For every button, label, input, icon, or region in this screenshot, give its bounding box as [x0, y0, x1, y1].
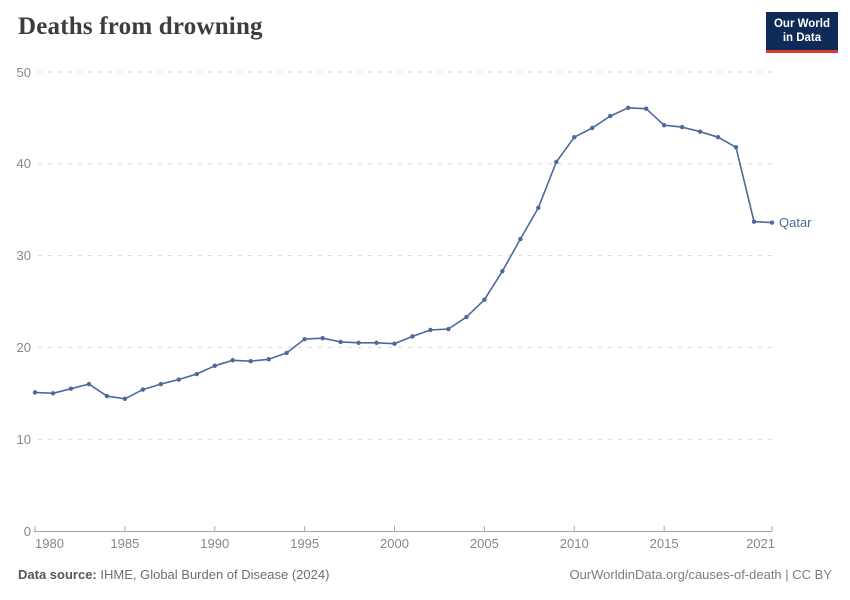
series-entity-label[interactable]: Qatar — [779, 214, 812, 230]
y-axis-tick-label-30: 30 — [16, 248, 31, 264]
owid-logo-line1: Our World — [773, 18, 830, 30]
data-point-1993[interactable] — [266, 357, 271, 362]
chart-title: Deaths from drowning — [18, 13, 263, 40]
data-point-1980[interactable] — [32, 390, 38, 395]
data-point-2002[interactable] — [428, 327, 433, 333]
owid-logo[interactable]: Our World in Data — [765, 12, 838, 53]
data-source-note: Data source: IHME, Global Burden of Dise… — [18, 567, 329, 582]
data-point-2014[interactable] — [643, 106, 649, 111]
y-axis-tick-label-50: 50 — [16, 64, 31, 80]
data-point-1987[interactable] — [158, 381, 164, 387]
y-axis-tick-label-40: 40 — [16, 156, 31, 172]
data-point-1990[interactable] — [212, 363, 217, 368]
credit-link[interactable]: OurWorldinData.org/causes-of-death | CC … — [569, 567, 832, 582]
data-point-1995[interactable] — [302, 336, 307, 342]
data-point-2020[interactable] — [751, 219, 757, 224]
chart-footer: Data source: IHME, Global Burden of Dise… — [18, 567, 832, 582]
data-point-1983[interactable] — [86, 381, 92, 387]
y-axis-tick-label-20: 20 — [16, 339, 31, 355]
data-point-2007[interactable] — [518, 236, 523, 242]
data-point-2016[interactable] — [679, 124, 685, 130]
data-point-1981[interactable] — [50, 391, 56, 396]
data-point-1998[interactable] — [356, 340, 361, 346]
data-source-value: IHME, Global Burden of Disease (2024) — [96, 567, 330, 582]
data-point-2018[interactable] — [715, 134, 721, 140]
data-point-1997[interactable] — [338, 339, 343, 345]
data-point-1999[interactable] — [374, 340, 379, 346]
owid-logo-line2: in Data — [782, 32, 822, 45]
x-axis-tick-label-1995: 1995 — [290, 536, 320, 551]
data-point-2012[interactable] — [608, 113, 613, 119]
data-point-2010[interactable] — [572, 134, 577, 140]
data-point-2004[interactable] — [464, 314, 469, 320]
x-axis-tick-label-2005: 2005 — [469, 536, 499, 551]
data-source-label: Data source: — [18, 567, 97, 582]
data-point-2001[interactable] — [410, 334, 415, 339]
data-point-1982[interactable] — [68, 386, 74, 391]
x-axis-tick-label-2000: 2000 — [380, 536, 409, 551]
data-point-2009[interactable] — [554, 159, 559, 165]
data-point-2011[interactable] — [590, 125, 595, 131]
x-axis-tick-label-2015: 2015 — [649, 536, 679, 551]
data-point-2000[interactable] — [392, 341, 397, 346]
data-point-1994[interactable] — [284, 350, 289, 356]
data-point-2005[interactable] — [482, 297, 487, 302]
data-point-2015[interactable] — [661, 123, 667, 128]
data-point-2008[interactable] — [536, 205, 541, 211]
data-point-1986[interactable] — [140, 387, 146, 392]
data-point-1996[interactable] — [320, 336, 325, 341]
data-point-1985[interactable] — [122, 396, 128, 402]
x-axis-tick-label-1990: 1990 — [200, 536, 230, 551]
data-point-1989[interactable] — [194, 371, 199, 377]
data-point-2017[interactable] — [697, 129, 703, 134]
data-point-1992[interactable] — [248, 358, 253, 364]
data-point-2019[interactable] — [733, 145, 739, 150]
x-axis-tick-label-2021: 2021 — [746, 536, 775, 551]
x-axis-tick-label-1985: 1985 — [110, 536, 140, 551]
data-point-1991[interactable] — [230, 358, 235, 363]
data-point-1984[interactable] — [104, 393, 110, 399]
data-point-2013[interactable] — [625, 105, 631, 111]
data-point-2003[interactable] — [446, 326, 451, 332]
data-point-2006[interactable] — [500, 269, 505, 274]
x-axis-tick-label-1980: 1980 — [35, 536, 64, 551]
data-point-1988[interactable] — [176, 377, 182, 382]
series-line — [34, 107, 773, 400]
data-point-2021[interactable] — [769, 220, 775, 225]
y-axis-tick-label-10: 10 — [16, 431, 31, 447]
y-axis-tick-label-0: 0 — [23, 523, 31, 539]
x-axis-tick-label-2010: 2010 — [559, 536, 589, 551]
